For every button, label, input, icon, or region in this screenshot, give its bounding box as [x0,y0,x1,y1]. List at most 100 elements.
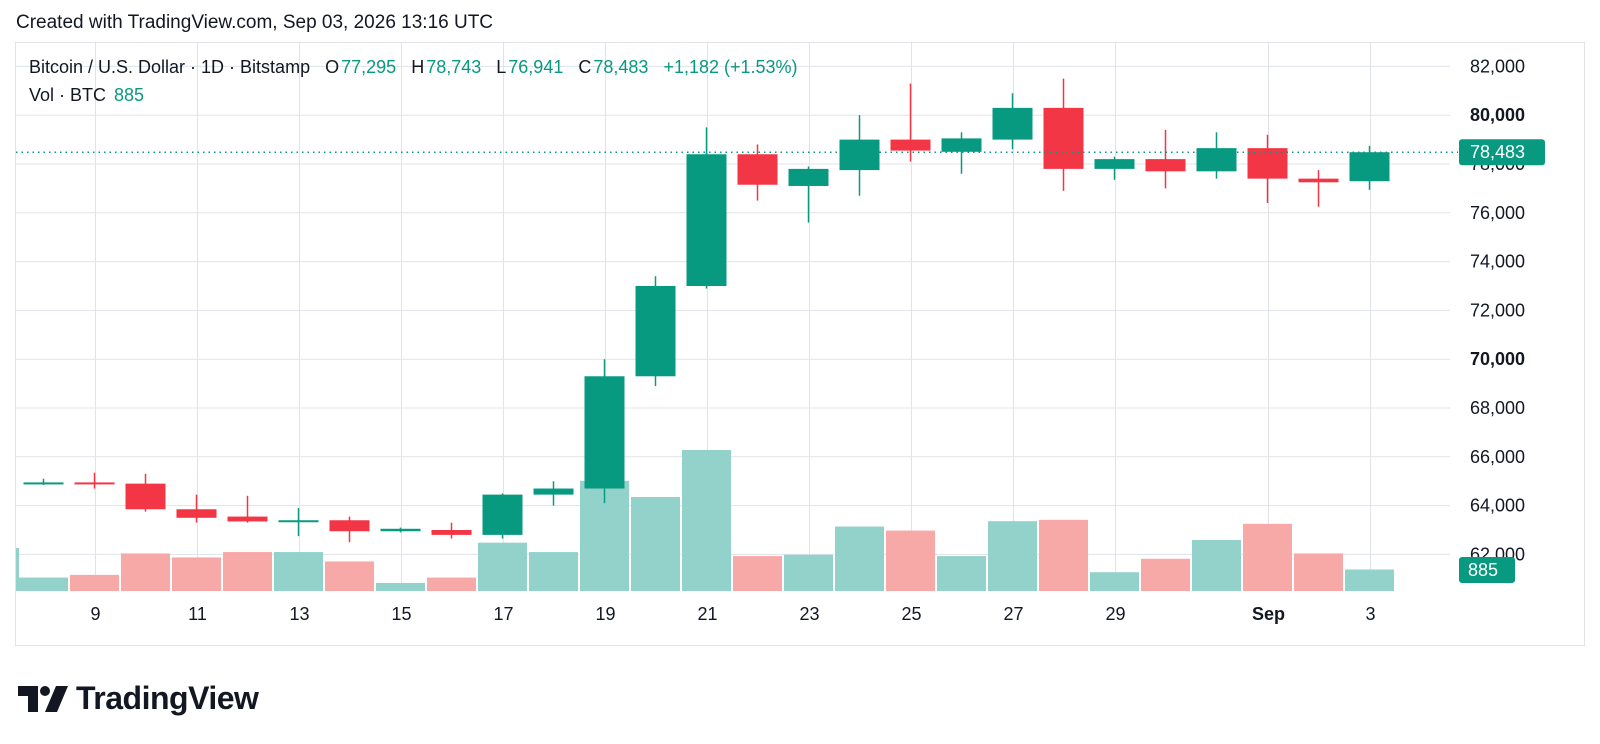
volume-bar [835,526,884,591]
high-value: 78,743 [426,57,482,77]
x-tick-label: 21 [697,604,717,624]
volume-bar [376,582,425,591]
volume-bar [16,548,19,591]
last-price-tag [1459,139,1545,166]
tradingview-logo-icon [18,685,68,712]
x-tick-label: 15 [391,604,411,624]
chart-frame [15,42,1585,646]
candle-body [1043,107,1084,169]
candle-body [1298,178,1339,183]
candle-body [125,483,166,510]
volume-bar [1141,558,1190,591]
volume-bar [1090,572,1139,591]
volume-bar [529,552,578,591]
y-tick-label: 74,000 [1470,252,1525,272]
candle-body [941,138,982,152]
candle-body [1145,159,1186,172]
volume-value: 885 [114,85,145,105]
candle-body [74,482,115,485]
volume-bar [70,574,119,591]
created-with-header: Created with TradingView.com, Sep 03, 20… [16,12,494,33]
volume-bar [121,553,170,591]
y-tick-label: 72,000 [1470,300,1525,320]
candle-body [329,520,370,532]
symbol-label[interactable]: Bitcoin / U.S. Dollar · 1D · Bitstamp [29,57,311,77]
high-label: H [411,57,425,77]
volume-bar [1294,553,1343,591]
y-tick-label: 82,000 [1470,56,1525,76]
candle-body [992,107,1033,140]
volume-bar [1243,523,1292,591]
y-tick-label: 68,000 [1470,398,1525,418]
candle-body [380,528,421,532]
x-tick-label: 29 [1105,604,1125,624]
y-tick-label: 64,000 [1470,496,1525,516]
candle-body [1196,148,1237,172]
candle-body [788,168,829,186]
y-tick-label: 66,000 [1470,447,1525,467]
volume-bar [427,577,476,591]
y-tick-label: 76,000 [1470,203,1525,223]
candle-body [890,139,931,151]
candle-body [23,482,64,485]
candle-body [431,530,472,535]
candle-body [635,286,676,377]
volume-bar [784,554,833,591]
x-tick-label: Sep [1252,604,1285,624]
tradingview-logo[interactable]: TradingView [18,680,259,717]
x-tick-label: 13 [289,604,309,624]
candle-body [1349,152,1390,182]
x-tick-label: 19 [595,604,615,624]
candle-body [584,376,625,489]
volume-bar [19,577,68,591]
candle-body [533,488,574,495]
volume-bar [631,497,680,591]
volume-label[interactable]: Vol · BTC [29,85,107,105]
candle-body [278,520,319,523]
x-tick-label: 17 [493,604,513,624]
volume-tag [1459,557,1515,583]
candle-body [1094,159,1135,169]
candle-body [482,494,523,535]
volume-bar [937,556,986,591]
low-label: L [496,57,507,77]
volume-legend: Vol · BTC 885 [29,85,144,106]
volume-bar [223,552,272,591]
volume-tag-text: 885 [1468,560,1498,580]
low-value: 76,941 [508,57,564,77]
x-tick-label: 3 [1365,604,1375,624]
open-label: O [325,57,340,77]
volume-bar [1039,519,1088,591]
volume-bar [733,556,782,591]
y-tick-label: 80,000 [1470,105,1525,125]
last-price-tag-text: 78,483 [1470,142,1525,162]
x-tick-label: 11 [188,604,207,624]
volume-bar [478,542,527,591]
volume-bar [1345,569,1394,591]
volume-bar [886,530,935,591]
open-value: 77,295 [341,57,397,77]
y-tick-label: 70,000 [1470,349,1525,369]
x-tick-label: 23 [799,604,819,624]
candle-body [1247,148,1288,179]
close-value: 78,483 [593,57,649,77]
x-tick-label: 9 [90,604,100,624]
change-value: +1,182 (+1.53%) [663,57,798,77]
candle-body [839,139,880,171]
candle-body [686,154,727,286]
volume-bar [682,450,731,591]
volume-bar [274,552,323,591]
volume-bar [1192,539,1241,591]
volume-bar [172,557,221,591]
candle-body [176,509,217,518]
tradingview-wordmark: TradingView [76,680,259,716]
candle-body [227,516,268,522]
volume-bar [325,561,374,591]
close-label: C [578,57,592,77]
x-tick-label: 25 [901,604,921,624]
x-tick-label: 27 [1003,604,1023,624]
candle-body [737,154,778,185]
volume-bar [988,521,1037,591]
